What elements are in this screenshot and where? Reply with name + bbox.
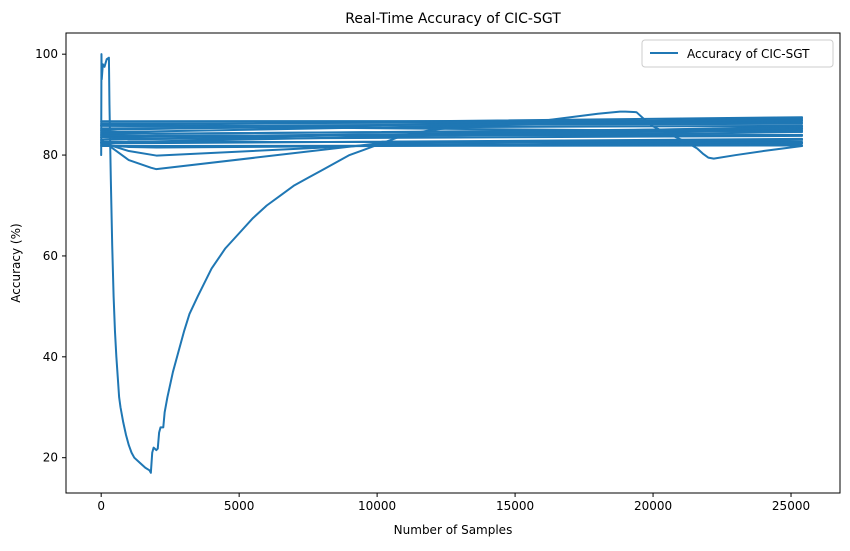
chart-title: Real-Time Accuracy of CIC-SGT [345,11,561,27]
series-line-segment [100,121,804,125]
y-axis-label: Accuracy (%) [9,223,23,302]
x-tick-label: 15000 [496,499,534,513]
x-axis-label: Number of Samples [394,523,513,537]
y-tick-label: 80 [43,148,58,162]
plot-frame [65,32,841,494]
series-line-segment [100,53,804,474]
y-tick-label: 100 [35,47,58,61]
legend-label: Accuracy of CIC-SGT [687,47,810,61]
series-line-segment [100,119,804,123]
series-line-segment [100,141,804,157]
series-line-segment [100,133,804,137]
series-line-segment [100,122,804,127]
legend-box [641,39,834,68]
x-tick-label: 0 [97,499,105,513]
y-tick-label: 60 [43,249,58,263]
series-line-segment [100,142,804,149]
x-tick-label: 25000 [772,499,810,513]
x-axis: 0 5000 10000 15000 20000 25000 [97,493,810,513]
series-line-segment [100,124,804,130]
x-tick-label: 5000 [224,499,255,513]
x-tick-label: 10000 [358,499,396,513]
y-tick-label: 40 [43,350,58,364]
series-layer [100,53,804,474]
x-tick-label: 20000 [634,499,672,513]
y-tick-label: 20 [43,451,58,465]
series-line-segment [100,134,804,140]
plot-area [66,33,840,493]
y-axis: 20 40 60 80 100 [35,47,66,465]
series-line-segment [100,138,804,171]
series-line-segment [100,124,804,133]
legend: Accuracy of CIC-SGT [641,39,834,68]
